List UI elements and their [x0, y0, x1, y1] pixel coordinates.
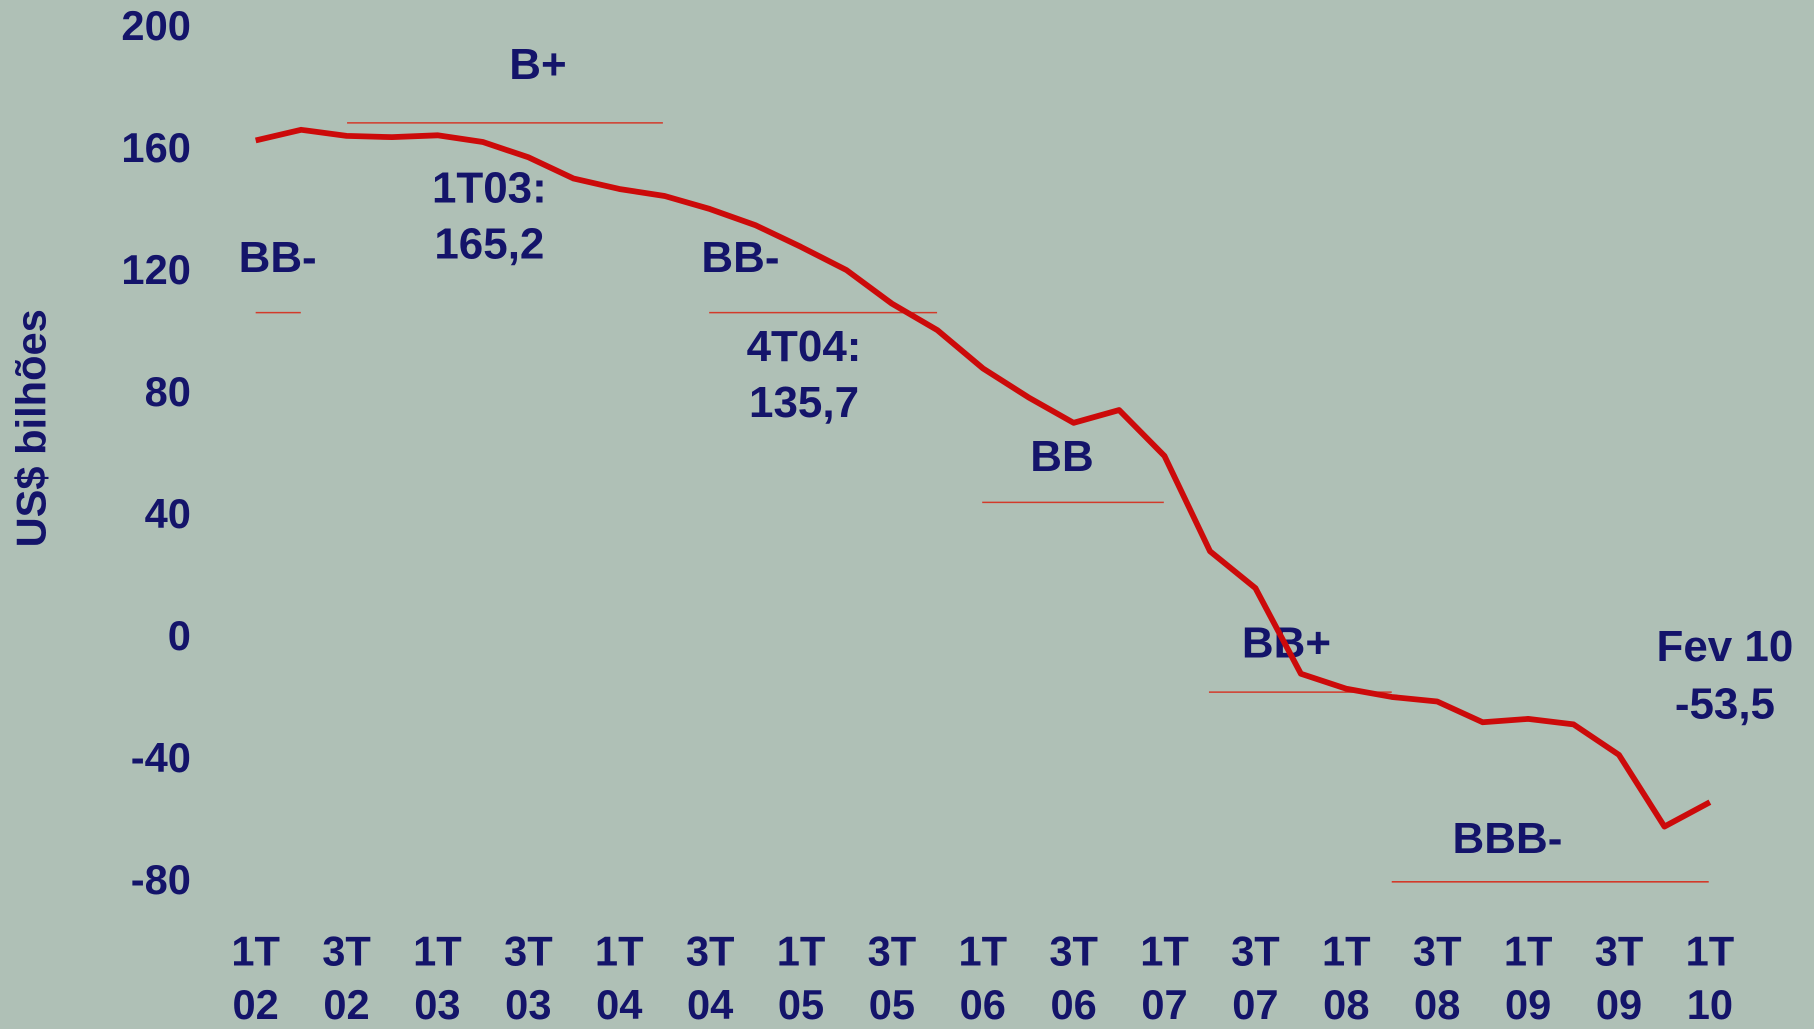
- x-tick-label: 06: [960, 981, 1006, 1028]
- annotation: 1T03:: [432, 164, 547, 213]
- rating-lines: [255, 122, 1709, 883]
- annotation: -53,5: [1675, 680, 1775, 729]
- x-tick-label: 04: [687, 981, 733, 1028]
- x-tick-label: 09: [1505, 981, 1551, 1028]
- x-tick-label: 02: [233, 981, 279, 1028]
- annotation: 165,2: [434, 219, 544, 268]
- y-tick-label: 160: [121, 124, 190, 171]
- x-tick-label: 05: [869, 981, 915, 1028]
- x-tick-label: 1T: [1322, 928, 1371, 975]
- y-tick-label: 0: [168, 612, 191, 659]
- rating-label: BB-: [239, 233, 317, 282]
- x-tick-label: 1T: [413, 928, 462, 975]
- x-tick-label: 1T: [777, 928, 826, 975]
- annotation: 4T04:: [747, 322, 862, 371]
- data-line: [255, 126, 1712, 830]
- rating-label: BB: [1030, 432, 1093, 481]
- x-tick-label: 3T: [1595, 928, 1644, 975]
- x-tick-label: 05: [778, 981, 824, 1028]
- x-tick-label: 03: [414, 981, 460, 1028]
- rating-label: BB-: [701, 233, 779, 282]
- x-tick-label: 07: [1141, 981, 1187, 1028]
- x-tick-label: 03: [505, 981, 551, 1028]
- annotation: 135,7: [749, 378, 859, 427]
- y-tick-label: 40: [145, 490, 191, 537]
- x-tick-label: 3T: [868, 928, 917, 975]
- x-tick-label: 06: [1051, 981, 1097, 1028]
- x-tick-label: 02: [323, 981, 369, 1028]
- x-tick-label: 04: [596, 981, 642, 1028]
- x-tick-label: 3T: [504, 928, 553, 975]
- rating-label: BBB-: [1452, 814, 1562, 863]
- x-tick-label: 08: [1414, 981, 1460, 1028]
- x-tick-label: 1T: [1686, 928, 1735, 975]
- x-tick-label: 09: [1596, 981, 1642, 1028]
- x-tick-label: 10: [1687, 981, 1733, 1028]
- y-tick-label: -80: [131, 856, 191, 903]
- x-tick-label: 1T: [958, 928, 1007, 975]
- y-tick-label: 120: [121, 246, 190, 293]
- x-tick-label: 1T: [595, 928, 644, 975]
- y-tick-label: -40: [131, 734, 191, 781]
- x-tick-label: 1T: [231, 928, 280, 975]
- x-tick-label: 3T: [1231, 928, 1280, 975]
- annotation: Fev 10: [1656, 622, 1793, 671]
- x-tick-label: 3T: [322, 928, 371, 975]
- y-tick-label: 200: [121, 2, 190, 49]
- x-tick-label: 1T: [1504, 928, 1553, 975]
- x-tick-label: 3T: [686, 928, 735, 975]
- y-axis-label: US$ bilhões: [8, 309, 55, 547]
- x-tick-label: 07: [1232, 981, 1278, 1028]
- x-tick-label: 1T: [1140, 928, 1189, 975]
- x-tick-label: 3T: [1413, 928, 1462, 975]
- x-tick-label: 08: [1323, 981, 1369, 1028]
- x-tick-label: 3T: [1049, 928, 1098, 975]
- rating-label: B+: [509, 40, 566, 89]
- y-tick-label: 80: [145, 368, 191, 415]
